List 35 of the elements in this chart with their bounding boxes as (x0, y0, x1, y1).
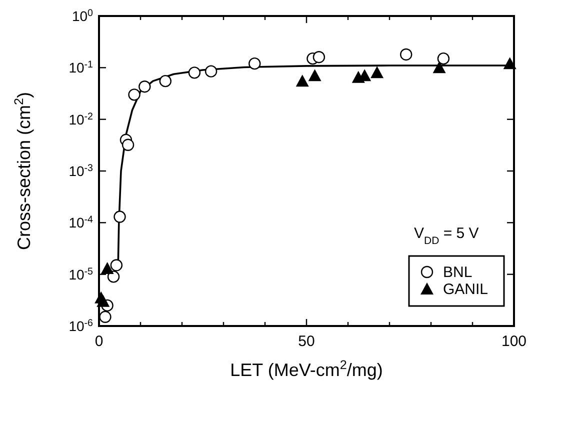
x-tick-label: 100 (501, 333, 527, 350)
y-tick-label: 10$^{-5}$ (68, 266, 94, 282)
y-tick-label: 10$^{-6}$ (68, 318, 94, 334)
point (437, 52, 450, 65)
x-tick-label: 0 (94, 333, 104, 350)
y-tick-label: 10$^{0}$ (72, 8, 94, 24)
point (96, 294, 110, 307)
point (100, 262, 114, 274)
legend-label: BNL (443, 264, 472, 281)
point (159, 74, 172, 88)
annotation: V$_{DD}$ = 5 V (414, 225, 479, 247)
point (503, 57, 516, 70)
point (107, 270, 120, 283)
point (188, 66, 201, 79)
point (432, 61, 446, 74)
x-tick-label: 50 (298, 333, 315, 350)
y-tick-label: 10$^{-3}$ (68, 162, 94, 179)
point (138, 80, 151, 93)
point (248, 57, 261, 70)
point (400, 48, 412, 61)
point (122, 138, 134, 151)
point (114, 210, 126, 223)
point (99, 310, 112, 323)
y-tick-label: 10$^{-4}$ (68, 214, 94, 231)
y-tick-label: 10$^{-2}$ (68, 110, 93, 128)
point (110, 259, 123, 272)
point (308, 69, 322, 82)
x-axis-title: LET (MeV-cm$^{2}$/mg) (230, 358, 383, 380)
legend-label: GANIL (443, 281, 488, 298)
point (296, 74, 309, 87)
point (204, 65, 218, 78)
point (128, 88, 140, 101)
y-tick-label: 10$^{-1}$ (68, 59, 93, 76)
point (312, 51, 326, 64)
point (370, 66, 384, 78)
